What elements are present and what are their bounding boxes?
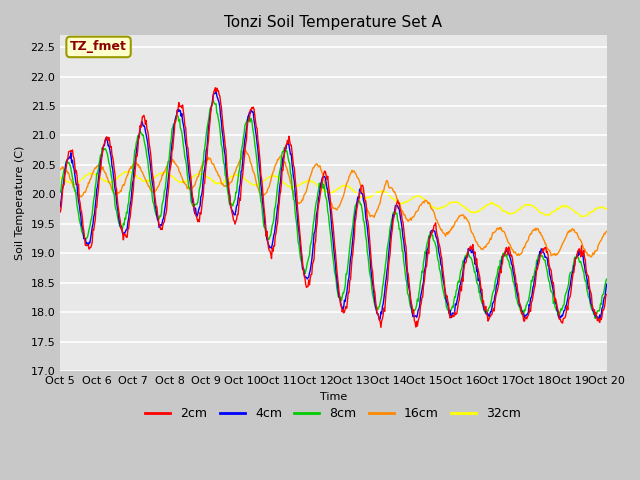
32cm — [579, 214, 586, 219]
8cm — [591, 315, 599, 321]
4cm — [212, 87, 220, 93]
8cm — [207, 105, 214, 110]
4cm — [178, 111, 186, 117]
16cm — [603, 228, 611, 234]
32cm — [417, 193, 424, 199]
16cm — [587, 254, 595, 260]
Text: TZ_fmet: TZ_fmet — [70, 40, 127, 53]
4cm — [401, 246, 408, 252]
4cm — [67, 155, 74, 161]
8cm — [603, 276, 611, 282]
16cm — [401, 212, 408, 217]
32cm — [67, 180, 74, 185]
8cm — [56, 189, 64, 195]
2cm — [401, 240, 409, 246]
2cm — [377, 324, 385, 330]
4cm — [417, 295, 424, 301]
16cm — [122, 174, 130, 180]
2cm — [211, 85, 219, 91]
Line: 8cm: 8cm — [60, 99, 607, 318]
X-axis label: Time: Time — [320, 392, 347, 402]
8cm — [178, 130, 186, 135]
2cm — [603, 292, 611, 298]
8cm — [417, 278, 424, 284]
32cm — [56, 174, 64, 180]
16cm — [241, 147, 249, 153]
Title: Tonzi Soil Temperature Set A: Tonzi Soil Temperature Set A — [225, 15, 442, 30]
8cm — [401, 263, 408, 269]
32cm — [207, 178, 215, 183]
2cm — [207, 108, 214, 114]
4cm — [595, 317, 602, 323]
32cm — [124, 169, 131, 175]
8cm — [122, 210, 130, 216]
8cm — [209, 96, 217, 102]
16cm — [56, 167, 64, 172]
16cm — [207, 156, 214, 162]
2cm — [178, 105, 186, 111]
Line: 4cm: 4cm — [60, 90, 607, 320]
2cm — [122, 234, 130, 240]
8cm — [67, 163, 74, 168]
4cm — [122, 227, 130, 232]
32cm — [122, 168, 129, 174]
2cm — [67, 149, 74, 155]
2cm — [56, 209, 64, 215]
16cm — [178, 174, 186, 180]
Legend: 2cm, 4cm, 8cm, 16cm, 32cm: 2cm, 4cm, 8cm, 16cm, 32cm — [141, 402, 526, 425]
16cm — [67, 177, 74, 182]
4cm — [603, 281, 611, 287]
Y-axis label: Soil Temperature (C): Soil Temperature (C) — [15, 146, 25, 261]
Line: 32cm: 32cm — [60, 171, 607, 216]
4cm — [56, 204, 64, 210]
4cm — [207, 107, 214, 113]
32cm — [401, 200, 408, 206]
32cm — [179, 179, 186, 184]
16cm — [417, 203, 424, 208]
Line: 16cm: 16cm — [60, 150, 607, 257]
32cm — [603, 206, 611, 212]
2cm — [417, 300, 425, 306]
Line: 2cm: 2cm — [60, 88, 607, 327]
